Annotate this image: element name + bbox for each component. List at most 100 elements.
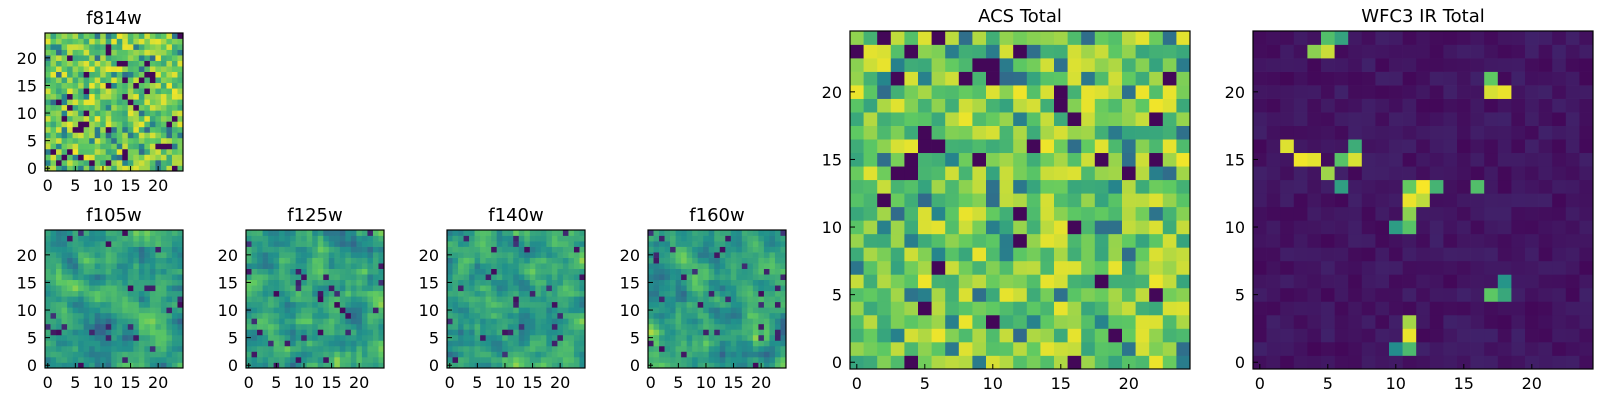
heatmap-cell [262, 274, 269, 281]
heatmap-cell [116, 279, 123, 286]
heatmap-cell [719, 318, 726, 325]
heatmap-cell [138, 279, 145, 286]
heatmap-cell [1122, 98, 1136, 113]
heatmap-cell [1067, 274, 1082, 289]
heatmap-cell [345, 351, 352, 358]
heatmap-cell [61, 323, 68, 330]
heatmap-cell [273, 279, 280, 286]
heatmap-cell [105, 312, 112, 319]
heatmap-cell [160, 88, 167, 95]
heatmap-cell [648, 345, 654, 352]
heatmap-cell [1162, 247, 1177, 262]
heatmap-cell [171, 290, 178, 297]
heatmap-cell [116, 230, 123, 236]
heatmap-cell [692, 279, 699, 286]
heatmap-cell [279, 323, 285, 330]
heatmap-cell [1511, 301, 1526, 316]
heatmap-cell [1443, 179, 1458, 194]
heatmap-cell [1538, 247, 1553, 262]
x-tick-label: 0 [852, 374, 862, 393]
heatmap-cell [670, 235, 676, 242]
heatmap-cell [1280, 179, 1295, 194]
heatmap-cell [741, 323, 748, 330]
heatmap-cell [659, 307, 665, 314]
heatmap-cell [367, 241, 374, 247]
heatmap-cell [67, 165, 73, 172]
heatmap-cell [769, 252, 776, 258]
heatmap-cell [149, 356, 156, 363]
heatmap-cell [1416, 274, 1431, 289]
heatmap-cell [166, 340, 173, 347]
heatmap-cell [83, 66, 90, 72]
heatmap-cell [127, 285, 134, 292]
heatmap-cell [686, 241, 693, 247]
heatmap-cell [1253, 328, 1267, 343]
heatmap-cell [1429, 71, 1444, 86]
heatmap-cell [474, 318, 481, 325]
heatmap-cell [730, 301, 737, 308]
heatmap-cell [262, 312, 269, 319]
heatmap-cell [284, 329, 291, 336]
heatmap-cell [1511, 287, 1526, 302]
heatmap-cell [653, 329, 660, 336]
heatmap-cell [452, 246, 459, 253]
heatmap-cell [116, 55, 123, 61]
heatmap-cell [45, 329, 51, 336]
heatmap-cell [361, 274, 368, 281]
heatmap-cell [518, 252, 525, 258]
heatmap-cell [557, 241, 564, 247]
heatmap-cell [1054, 247, 1068, 262]
heatmap-cell [149, 274, 156, 281]
heatmap-cell [1361, 233, 1376, 248]
heatmap-cell [1321, 233, 1335, 248]
heatmap-cell [262, 285, 269, 292]
heatmap-cell [284, 263, 291, 269]
heatmap-cell [246, 268, 252, 275]
heatmap-cell [323, 323, 330, 330]
heatmap-cell [345, 279, 352, 286]
heatmap-cell [89, 159, 96, 166]
heatmap-cell [105, 301, 112, 308]
heatmap-cell [1122, 314, 1136, 329]
heatmap-cell [67, 99, 73, 106]
heatmap-cell [730, 279, 737, 286]
heatmap-cell [312, 268, 319, 275]
heatmap-cell [551, 230, 558, 236]
heatmap-cell [111, 268, 118, 275]
heatmap-cell [708, 334, 715, 341]
heatmap-cell [122, 290, 129, 297]
heatmap-cell [127, 154, 134, 161]
heatmap-cell [372, 285, 379, 292]
heatmap-cell [463, 318, 470, 325]
heatmap-cell [1135, 355, 1150, 370]
heatmap-cell [155, 38, 162, 45]
heatmap-cell [89, 279, 96, 286]
heatmap-cell [111, 60, 118, 67]
heatmap-cell [67, 268, 73, 275]
heatmap-cell [72, 329, 79, 336]
heatmap-cell [546, 307, 553, 314]
heatmap-cell [551, 329, 558, 336]
heatmap-cell [535, 252, 542, 258]
heatmap-cell [339, 252, 346, 258]
heatmap-cell [763, 329, 770, 336]
heatmap-cell [1565, 193, 1580, 208]
heatmap-cell [529, 252, 536, 258]
heatmap-cell [769, 356, 776, 363]
heatmap-cell [133, 44, 140, 50]
heatmap-cell [323, 257, 330, 264]
heatmap-cell [279, 318, 285, 325]
heatmap-cell [692, 329, 699, 336]
heatmap-cell [268, 345, 274, 352]
heatmap-cell [1348, 179, 1363, 194]
heatmap-cell [1054, 44, 1068, 59]
heatmap-cell [367, 323, 374, 330]
heatmap-cell [138, 132, 145, 139]
heatmap-cell [1457, 85, 1471, 99]
heatmap-cell [1361, 193, 1376, 208]
heatmap-cell [1094, 179, 1109, 194]
heatmap-cell [931, 260, 946, 275]
heatmap-cell [763, 296, 770, 303]
heatmap-cell [100, 121, 107, 128]
heatmap-cell [568, 230, 575, 236]
